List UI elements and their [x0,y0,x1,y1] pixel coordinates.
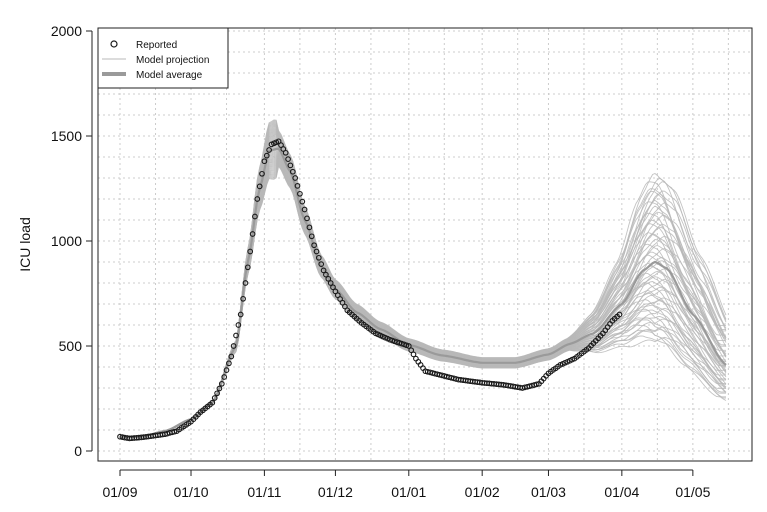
reported-point [211,395,218,401]
reported-points [117,138,623,442]
x-tick-label: 01/04 [604,484,639,500]
plot-frame [97,27,753,462]
reported-point [235,322,242,328]
grid [98,28,752,461]
reported-point [244,264,251,271]
model-average-line [119,147,727,439]
x-tick-label: 01/12 [318,484,353,500]
reported-point [311,242,317,249]
x-tick-label: 01/01 [391,484,426,500]
model-projection-line [120,150,726,438]
reported-point [247,248,254,255]
reported-point [292,175,299,181]
x-tick-label: 01/09 [102,484,137,500]
reported-point [308,233,315,240]
model-projection-line [120,133,727,438]
reported-point [252,213,258,220]
legend-box [97,27,229,89]
reported-point [282,149,289,156]
reported-point [330,284,336,291]
reported-point [171,428,178,435]
model-projection-line [119,152,726,438]
y-tick-label: 500 [59,338,83,354]
y-axis: 0 500 1000 1500 2000 [51,23,93,459]
legend-label-model-average: Model average [136,70,203,81]
model-projection-line [120,151,727,438]
reported-point [209,399,216,406]
reported-point [216,385,223,392]
reported-point [228,353,235,360]
model-projection-line [119,152,726,438]
reported-point [315,254,322,261]
model-projection-line [120,150,727,438]
model-projection-line [119,162,727,439]
reported-point [297,190,303,197]
y-tick-label: 1500 [51,128,82,144]
reported-point [313,248,320,255]
reported-point [408,347,415,354]
legend-marker-reported [110,40,118,48]
x-axis: 01/09 01/10 01/11 01/12 01/01 01/02 01/03 01/04… [102,469,711,500]
reported-point [306,224,313,231]
reported-point [233,332,239,339]
x-tick-label: 01/02 [465,484,500,500]
model-projection-line [120,151,727,438]
reported-point [223,367,230,373]
model-projection-line [120,154,726,438]
reported-point [320,267,327,274]
reported-point [240,295,246,302]
legend: Reported Model projection Model average [97,27,229,89]
reported-point [254,196,261,202]
reported-point [396,340,403,346]
reported-point [318,261,325,267]
reported-point [301,206,308,213]
y-tick-label: 1000 [51,233,82,249]
reported-point [616,311,623,318]
reported-point [410,351,417,358]
model-projection-line [120,132,727,438]
reported-point [299,198,306,205]
reported-point [323,271,329,278]
reported-point [327,280,334,286]
reported-point [261,158,268,165]
reported-point [242,280,249,286]
reported-point [226,360,232,367]
x-tick-label: 01/11 [247,484,281,500]
reported-point [259,170,265,177]
reported-point [287,162,294,169]
reported-point [294,183,301,189]
reported-point [221,374,228,380]
reported-point [218,380,225,387]
reported-point [237,311,244,318]
reported-point [256,183,263,190]
x-tick-label: 01/03 [531,484,566,500]
reported-point [325,275,332,282]
model-projection-line [119,157,727,439]
legend-label-reported: Reported [136,40,177,51]
y-tick-label: 2000 [51,23,82,39]
reported-point [533,381,540,388]
legend-label-model-projection: Model projection [136,55,209,66]
reported-point [230,343,237,349]
model-projection-lines [119,119,727,439]
model-average-series [119,147,727,439]
reported-point [249,231,256,237]
reported-point [263,152,270,159]
reported-point [214,390,220,397]
model-projection-line [119,158,727,439]
reported-point [405,343,412,349]
model-projection-line [119,157,726,439]
y-tick-label: 0 [74,443,82,459]
x-tick-label: 01/05 [675,484,710,500]
model-projection-line [120,158,727,439]
reported-point [266,147,272,153]
x-tick-label: 01/10 [173,484,208,500]
reported-point [304,215,310,222]
y-axis-label: ICU load [17,217,33,271]
reported-point [285,156,291,162]
reported-point [289,168,296,175]
